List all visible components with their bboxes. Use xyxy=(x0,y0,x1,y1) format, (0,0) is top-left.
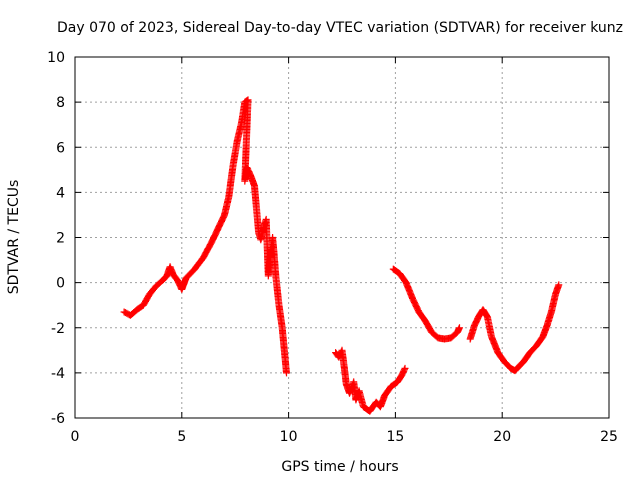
x-tick-label: 0 xyxy=(71,429,80,445)
y-axis-label: SDTVAR / TECUs xyxy=(6,180,22,295)
chart-title: Day 070 of 2023, Sidereal Day-to-day VTE… xyxy=(57,20,623,36)
series-sdtvar-markers xyxy=(120,96,563,415)
y-tick-label: -4 xyxy=(51,366,65,382)
y-tick-label: 10 xyxy=(47,50,65,66)
x-tick-label: 5 xyxy=(177,429,186,445)
x-tick-label: 15 xyxy=(386,429,404,445)
y-tick-label: -2 xyxy=(51,321,65,337)
x-tick-label: 20 xyxy=(493,429,511,445)
data-marks xyxy=(120,96,563,415)
y-tick-label: 8 xyxy=(56,95,65,111)
y-tick-label: 6 xyxy=(56,140,65,156)
y-tick-label: 4 xyxy=(56,185,65,201)
x-tick-label: 10 xyxy=(280,429,298,445)
x-tick-label: 25 xyxy=(600,429,618,445)
x-axis-label: GPS time / hours xyxy=(281,459,398,475)
y-tick-label: 2 xyxy=(56,231,65,247)
grid-lines xyxy=(75,57,609,418)
y-tick-label: 0 xyxy=(56,276,65,292)
y-tick-label: -6 xyxy=(51,411,65,427)
axis-ticks: 0 5 10 15 20 25 -6 -4 -2 0 2 4 6 8 10 xyxy=(47,50,618,445)
